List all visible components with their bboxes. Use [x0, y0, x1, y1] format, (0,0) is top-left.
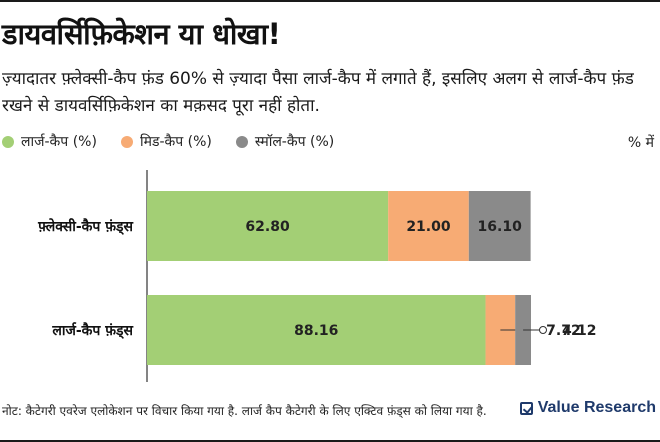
legend-item-large-cap: लार्ज-कैप (%) [2, 132, 97, 151]
chart-title: डायवर्सिफ़िकेशन या धोखा! [2, 17, 281, 51]
top-rule [0, 0, 660, 2]
data-label: 21.00 [406, 219, 451, 235]
brand-name: Value Research [537, 399, 656, 416]
category-label: फ़्लेक्सी-कैप फ़ंड्स [37, 218, 133, 235]
data-label: 16.10 [478, 219, 523, 235]
legend-label-large-cap: लार्ज-कैप (%) [21, 134, 97, 150]
legend-label-small-cap: स्मॉल-कैप (%) [254, 134, 335, 150]
check-box-icon [519, 401, 533, 415]
bar-large-cap [147, 191, 389, 261]
data-label: 4.12 [562, 323, 597, 339]
legend: लार्ज-कैप (%) मिड-कैप (%) स्मॉल-कैप (%) [2, 132, 358, 151]
legend-label-mid-cap: मिड-कैप (%) [139, 134, 212, 150]
bottom-rule [0, 440, 660, 442]
bar-small-cap [468, 191, 531, 261]
data-label: 62.80 [245, 219, 290, 235]
data-label: 7.72 [546, 323, 581, 339]
data-label: 88.16 [294, 323, 338, 339]
callout-marker [539, 326, 547, 334]
unit-label: % में [627, 135, 654, 151]
footnote: नोट: कैटेगरी एवरेज एलोकेशन पर विचार किया… [2, 404, 487, 418]
legend-swatch-mid-cap [120, 135, 133, 148]
brand-logo: Value Research [519, 399, 656, 417]
legend-item-small-cap: स्मॉल-कैप (%) [235, 132, 335, 151]
legend-item-mid-cap: मिड-कैप (%) [120, 132, 212, 151]
bar-chart: फ़्लेक्सी-कैप फ़ंड्स 62.80 21.00 16.10 लार्ज… [37, 170, 597, 382]
chart-subtitle: ज़्यादातर फ़्लेक्सी-कैप फ़ंड 60% से ज़्य… [2, 69, 634, 116]
legend-swatch-small-cap [235, 135, 248, 148]
bar-large-cap [147, 295, 486, 365]
category-label: लार्ज-कैप फ़ंड्स [51, 322, 133, 339]
bar-mid-cap [388, 191, 469, 261]
legend-swatch-large-cap [2, 135, 14, 148]
